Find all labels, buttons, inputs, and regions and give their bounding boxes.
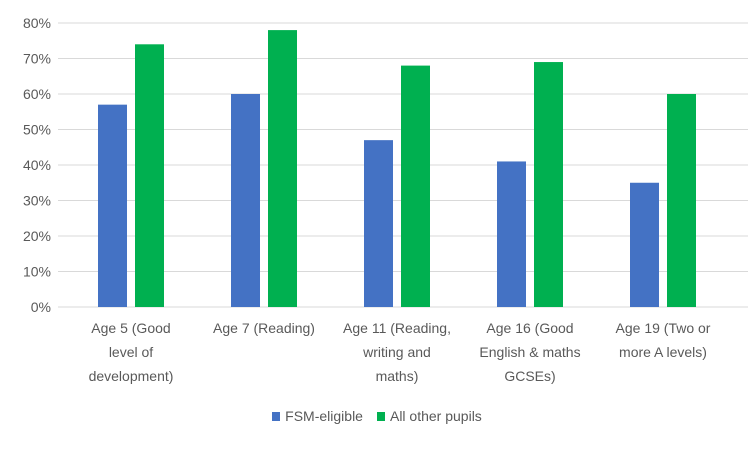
bar-other xyxy=(268,30,297,307)
legend-label-other: All other pupils xyxy=(389,408,482,424)
legend-swatch-fsm xyxy=(272,411,281,421)
legend-item-fsm: FSM-eligible xyxy=(272,408,363,424)
bar-fsm xyxy=(231,94,260,307)
x-tick-label: Age 7 (Reading) xyxy=(213,320,315,336)
x-tick-label: Age 11 (Reading, xyxy=(343,320,451,336)
x-tick-label: more A levels) xyxy=(619,344,707,360)
y-tick-label: 10% xyxy=(23,264,51,280)
y-tick-label: 60% xyxy=(23,86,51,102)
legend-swatch-other xyxy=(376,411,385,421)
bar-fsm xyxy=(497,161,526,307)
x-tick-label: GCSEs) xyxy=(504,368,555,384)
x-tick-label: development) xyxy=(89,368,174,384)
x-tick-label: maths) xyxy=(376,368,419,384)
y-tick-label: 70% xyxy=(23,51,51,67)
x-tick-label: writing and xyxy=(362,344,431,360)
y-tick-label: 40% xyxy=(23,157,51,173)
bar-other xyxy=(534,62,563,307)
bar-fsm xyxy=(630,182,659,307)
y-tick-label: 80% xyxy=(23,15,51,31)
y-tick-label: 20% xyxy=(23,228,51,244)
legend: FSM-eligible All other pupils xyxy=(0,408,754,424)
bar-other xyxy=(401,65,430,307)
y-tick-label: 50% xyxy=(23,122,51,138)
x-tick-label: level of xyxy=(109,344,153,360)
x-tick-label: Age 5 (Good xyxy=(91,320,170,336)
bar-fsm xyxy=(364,140,393,307)
bar-other xyxy=(135,44,164,308)
x-tick-label: English & maths xyxy=(479,344,580,360)
bar-chart: 0% 10% 20% 30% 40% 50% 60% 70% 80% Age 5 (Good lev… xyxy=(23,15,748,384)
legend-item-other: All other pupils xyxy=(376,408,482,424)
y-tick-label: 30% xyxy=(23,193,51,209)
bar-other xyxy=(667,94,696,307)
x-tick-label: Age 19 (Two or xyxy=(616,320,711,336)
y-tick-label: 0% xyxy=(31,299,51,315)
legend-label-fsm: FSM-eligible xyxy=(285,408,363,424)
x-tick-label: Age 16 (Good xyxy=(486,320,573,336)
bar-fsm xyxy=(98,104,127,308)
